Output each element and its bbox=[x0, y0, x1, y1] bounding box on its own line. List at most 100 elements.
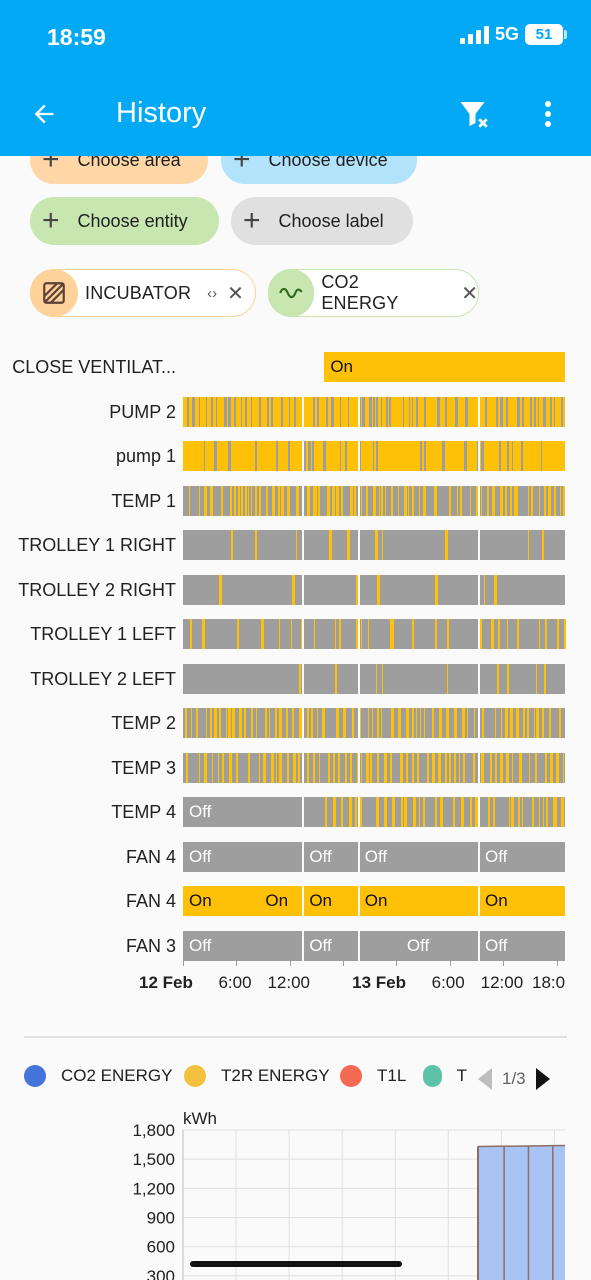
state-segment[interactable] bbox=[398, 708, 402, 738]
state-segment[interactable] bbox=[514, 485, 518, 516]
state-segment[interactable] bbox=[390, 619, 394, 649]
state-segment[interactable] bbox=[462, 752, 465, 783]
state-segment[interactable] bbox=[435, 574, 438, 605]
state-segment[interactable] bbox=[240, 396, 243, 427]
state-segment[interactable] bbox=[553, 485, 556, 516]
state-segment[interactable] bbox=[245, 396, 247, 427]
state-segment[interactable] bbox=[293, 396, 297, 427]
state-segment[interactable] bbox=[250, 485, 252, 516]
state-segment[interactable] bbox=[509, 485, 512, 516]
state-segment[interactable] bbox=[347, 396, 349, 427]
state-segment[interactable] bbox=[476, 441, 479, 471]
state-segment[interactable] bbox=[204, 752, 207, 783]
state-segment[interactable] bbox=[306, 485, 310, 516]
state-segment[interactable] bbox=[209, 708, 212, 738]
state-segment[interactable] bbox=[276, 441, 278, 471]
state-segment[interactable] bbox=[325, 396, 328, 427]
next-page-button[interactable] bbox=[535, 1068, 550, 1090]
state-segment[interactable] bbox=[291, 708, 294, 738]
state-segment[interactable] bbox=[517, 396, 521, 427]
state-segment[interactable] bbox=[470, 797, 473, 827]
state-segment[interactable] bbox=[308, 441, 311, 471]
state-segment[interactable] bbox=[313, 752, 316, 783]
state-segment[interactable] bbox=[228, 396, 231, 427]
timeline-row-bar[interactable] bbox=[183, 485, 565, 516]
state-segment[interactable] bbox=[279, 708, 283, 738]
state-segment[interactable] bbox=[183, 530, 565, 560]
state-segment[interactable] bbox=[526, 708, 529, 738]
timeline-row-bar[interactable]: Off Off Off Off bbox=[183, 841, 565, 872]
state-segment[interactable] bbox=[244, 485, 247, 516]
state-segment[interactable] bbox=[241, 485, 243, 516]
timeline-row-bar[interactable]: On On On On On bbox=[183, 886, 565, 916]
state-segment[interactable] bbox=[254, 530, 258, 560]
state-segment[interactable] bbox=[499, 485, 503, 516]
legend-item[interactable]: T bbox=[423, 1065, 467, 1087]
state-segment[interactable] bbox=[376, 752, 379, 783]
state-segment[interactable] bbox=[298, 752, 301, 783]
state-segment[interactable] bbox=[299, 708, 303, 738]
state-segment[interactable] bbox=[500, 396, 504, 427]
state-segment[interactable] bbox=[419, 708, 422, 738]
state-segment[interactable] bbox=[376, 797, 380, 827]
legend-item[interactable]: T1L bbox=[340, 1065, 406, 1087]
state-segment[interactable] bbox=[384, 797, 387, 827]
state-segment[interactable] bbox=[349, 752, 352, 783]
state-segment[interactable] bbox=[205, 708, 208, 738]
back-button[interactable] bbox=[22, 92, 66, 136]
state-segment[interactable] bbox=[449, 752, 452, 783]
state-segment[interactable] bbox=[316, 708, 319, 738]
state-segment[interactable] bbox=[407, 485, 410, 516]
state-segment[interactable] bbox=[424, 708, 426, 738]
state-segment[interactable]: Off bbox=[183, 797, 325, 827]
state-segment[interactable] bbox=[299, 663, 301, 694]
state-segment[interactable] bbox=[329, 530, 332, 560]
state-segment[interactable] bbox=[423, 485, 427, 516]
state-segment[interactable] bbox=[265, 708, 268, 738]
state-segment[interactable] bbox=[385, 396, 388, 427]
state-segment[interactable] bbox=[500, 708, 502, 738]
state-segment[interactable] bbox=[561, 396, 564, 427]
state-segment[interactable] bbox=[447, 663, 449, 694]
state-segment[interactable] bbox=[492, 485, 496, 516]
state-segment[interactable] bbox=[516, 708, 520, 738]
timeline-row-bar[interactable]: Off Off Off Off bbox=[183, 930, 565, 961]
state-segment[interactable]: Off bbox=[358, 841, 480, 872]
history-timeline[interactable]: CLOSE VENTILAT... On PUMP 2 pump 1 TEMP 1 TRO… bbox=[0, 345, 591, 1005]
state-segment[interactable] bbox=[225, 708, 228, 738]
state-segment[interactable] bbox=[312, 396, 315, 427]
state-segment[interactable] bbox=[521, 396, 524, 427]
state-segment[interactable] bbox=[312, 441, 314, 471]
state-segment[interactable] bbox=[544, 752, 548, 783]
state-segment[interactable] bbox=[365, 752, 369, 783]
state-segment[interactable] bbox=[183, 663, 565, 694]
state-segment[interactable] bbox=[385, 485, 387, 516]
state-segment[interactable] bbox=[480, 441, 484, 471]
state-segment[interactable] bbox=[267, 396, 269, 427]
state-segment[interactable] bbox=[493, 574, 497, 605]
timeline-row-bar[interactable]: Off bbox=[183, 797, 565, 827]
prev-page-button[interactable] bbox=[478, 1068, 492, 1090]
state-segment[interactable] bbox=[485, 396, 488, 427]
state-segment[interactable] bbox=[404, 797, 407, 827]
state-segment[interactable] bbox=[369, 396, 372, 427]
state-segment[interactable] bbox=[533, 708, 536, 738]
state-segment[interactable] bbox=[375, 530, 379, 560]
state-segment[interactable] bbox=[198, 485, 201, 516]
remove-target-button[interactable]: ✕ bbox=[227, 282, 244, 305]
state-segment[interactable] bbox=[247, 485, 250, 516]
state-segment[interactable] bbox=[511, 441, 514, 471]
state-segment[interactable] bbox=[196, 708, 198, 738]
state-segment[interactable] bbox=[223, 396, 227, 427]
state-segment[interactable] bbox=[325, 797, 328, 827]
timeline-row-bar[interactable] bbox=[183, 708, 565, 738]
state-segment[interactable] bbox=[380, 708, 383, 738]
state-segment[interactable] bbox=[234, 485, 236, 516]
state-segment[interactable] bbox=[354, 485, 356, 516]
state-segment[interactable] bbox=[495, 396, 498, 427]
state-segment[interactable] bbox=[218, 574, 222, 605]
state-segment[interactable] bbox=[413, 797, 417, 827]
state-segment[interactable] bbox=[491, 619, 494, 649]
state-segment[interactable] bbox=[495, 752, 497, 783]
state-segment[interactable] bbox=[290, 619, 293, 649]
